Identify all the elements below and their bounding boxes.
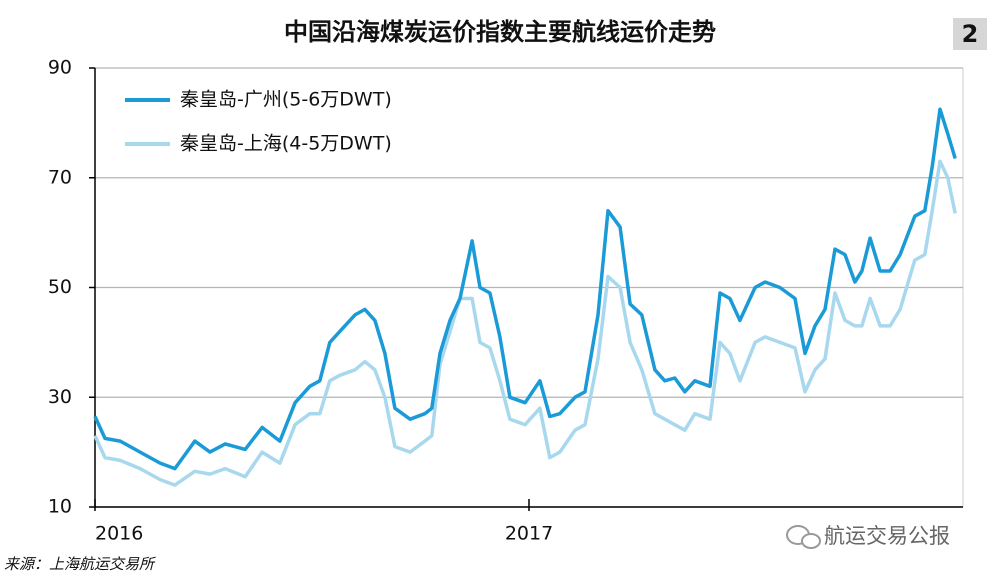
y-tick-label: 70 bbox=[48, 166, 72, 188]
series-line bbox=[93, 159, 957, 487]
legend-label: 秦皇岛-上海(4-5万DWT) bbox=[180, 133, 392, 155]
x-tick-label: 2017 bbox=[505, 523, 553, 545]
y-tick-label: 30 bbox=[48, 386, 72, 408]
badge: 2 bbox=[962, 20, 979, 48]
source: 来源：上海航运交易所 bbox=[4, 555, 156, 573]
y-tick-label: 50 bbox=[48, 276, 72, 298]
chart-title: 中国沿海煤炭运价指数主要航线运价走势 bbox=[284, 18, 716, 46]
y-tick-label: 90 bbox=[48, 57, 72, 79]
watermark-icon bbox=[786, 525, 821, 549]
legend-label: 秦皇岛-广州(5-6万DWT) bbox=[180, 89, 392, 111]
watermark: 航运交易公报 bbox=[824, 524, 950, 548]
x-tick-label: 2016 bbox=[95, 523, 143, 545]
series-line bbox=[93, 107, 957, 471]
badge-box bbox=[953, 18, 987, 50]
y-tick-label: 10 bbox=[48, 496, 72, 518]
